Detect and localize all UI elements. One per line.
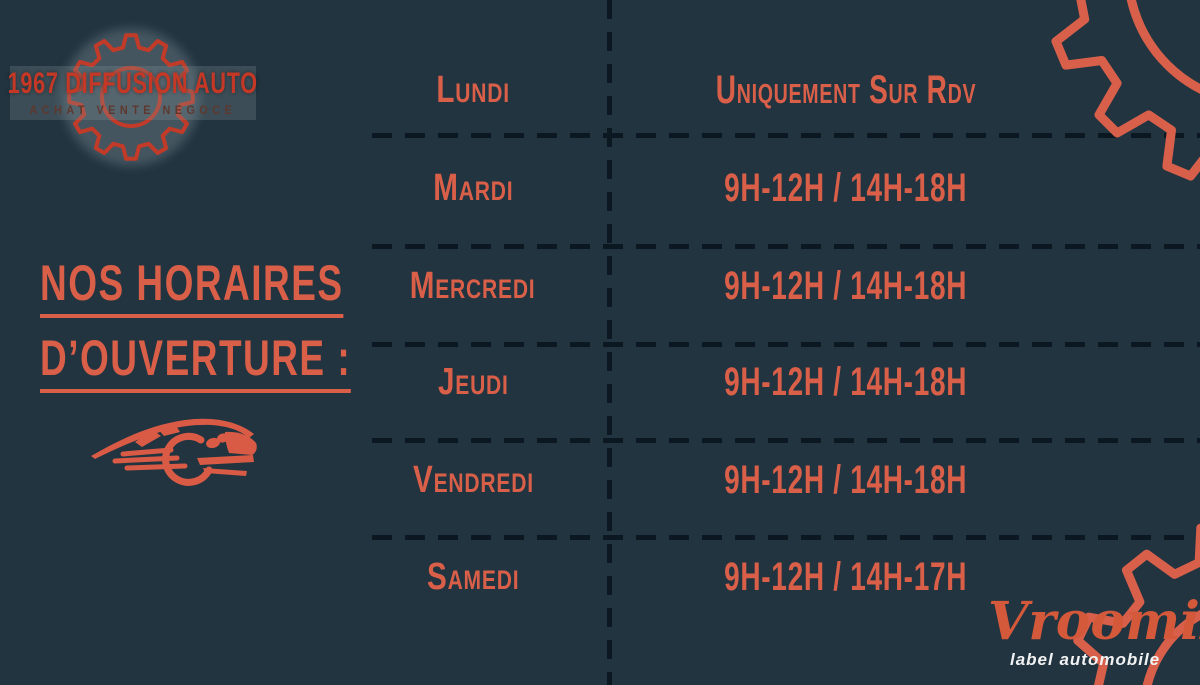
schedule-day: Jeudi: [437, 360, 509, 403]
row-divider: [372, 438, 1200, 443]
schedule-hours: 9H-12H / 14H-17H: [724, 554, 968, 599]
schedule-hours: Uniquement Sur Rdv: [715, 67, 977, 112]
vroomiz-logo: Vroomiz: [988, 591, 1200, 652]
row-divider: [372, 133, 1200, 138]
page-title-line1: NOS HORAIRES: [40, 256, 344, 318]
schedule-day: Samedi: [426, 555, 520, 598]
schedule-row: Mardi 9H-12H / 14H-18H: [372, 158, 1200, 218]
schedule-hours: 9H-12H / 14H-18H: [724, 263, 968, 308]
schedule-row: Mercredi 9H-12H / 14H-18H: [372, 256, 1200, 316]
shop-logo-title: 1967 DIFFUSION AUTO: [7, 67, 259, 100]
schedule-day: Lundi: [436, 68, 510, 111]
schedule-row: Vendredi 9H-12H / 14H-18H: [372, 450, 1200, 510]
schedule-row: Jeudi 9H-12H / 14H-18H: [372, 352, 1200, 412]
schedule-hours: 9H-12H / 14H-18H: [724, 457, 968, 502]
schedule-row: Samedi 9H-12H / 14H-17H: [372, 547, 1200, 607]
schedule-day: Mercredi: [410, 264, 536, 307]
schedule-hours: 9H-12H / 14H-18H: [724, 359, 968, 404]
vroomiz-tagline: label automobile: [1010, 650, 1161, 669]
schedule-row: Lundi Uniquement Sur Rdv: [372, 60, 1200, 120]
shop-logo-subtitle: ACHAT VENTE NEGOCE: [29, 103, 237, 117]
schedule-day: Mardi: [432, 166, 514, 209]
shop-logo: 1967 DIFFUSION AUTO ACHAT VENTE NEGOCE: [7, 66, 259, 120]
page-title-line2: D’OUVERTURE :: [40, 331, 352, 393]
page-title: NOS HORAIRES D’OUVERTURE :: [40, 256, 460, 406]
car-icon: [91, 418, 257, 486]
row-divider: [372, 244, 1200, 249]
row-divider: [372, 535, 1200, 540]
row-divider: [372, 342, 1200, 347]
schedule-day: Vendredi: [412, 458, 534, 501]
schedule-hours: 9H-12H / 14H-18H: [724, 165, 968, 210]
